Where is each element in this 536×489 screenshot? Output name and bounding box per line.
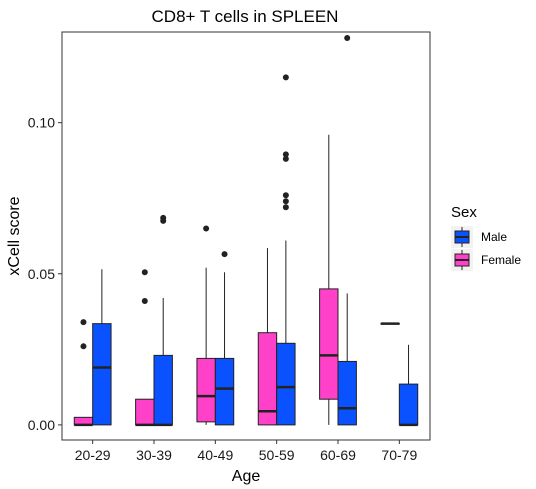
outlier-point <box>160 214 167 221</box>
x-tick-label: 40-49 <box>197 447 233 463</box>
outlier-point <box>80 343 87 350</box>
box-female-70-79 <box>380 322 400 325</box>
outlier-point <box>282 198 289 205</box>
box-female-30-39 <box>135 269 155 427</box>
chart-title: CD8+ T cells in SPLEEN <box>152 7 339 26</box>
y-axis: 0.00 0.05 0.10 <box>28 115 62 433</box>
outlier-point <box>141 297 148 304</box>
outlier-point <box>203 225 210 232</box>
outlier-point <box>282 155 289 162</box>
box-series <box>73 35 419 427</box>
box-female-60-69 <box>319 134 339 425</box>
box-body <box>337 360 357 426</box>
y-tick-label: 0.10 <box>28 115 55 131</box>
box-female-50-59 <box>257 248 278 426</box>
box-body <box>319 288 339 400</box>
box-male-20-29 <box>92 269 112 426</box>
outlier-point <box>141 269 148 276</box>
x-tick-label: 50-59 <box>259 447 295 463</box>
x-axis-title: Age <box>232 468 261 485</box>
outlier-point <box>221 251 228 258</box>
box-body <box>398 383 419 426</box>
box-body <box>135 398 155 426</box>
box-male-40-49 <box>214 251 235 426</box>
x-tick-label: 20-29 <box>75 447 111 463</box>
x-axis: 20-29 30-39 40-49 50-59 60-69 70-79 <box>75 440 417 463</box>
legend-label-female: Female <box>481 253 521 267</box>
legend-label-male: Male <box>481 230 507 244</box>
plot-panel <box>61 31 431 441</box>
box-body <box>214 357 235 426</box>
box-body <box>92 323 112 426</box>
outlier-point <box>344 35 351 42</box>
x-tick-label: 70-79 <box>381 447 417 463</box>
legend: Sex Male Female <box>451 204 521 271</box>
y-axis-title: xCell score <box>6 196 23 275</box>
x-tick-label: 30-39 <box>136 447 172 463</box>
box-male-50-59 <box>276 74 296 426</box>
box-body <box>276 342 296 426</box>
outlier-point <box>282 204 289 211</box>
outlier-point <box>282 151 289 158</box>
box-male-60-69 <box>337 35 357 426</box>
y-tick-label: 0.00 <box>28 417 55 433</box>
legend-title: Sex <box>451 204 477 221</box>
box-male-70-79 <box>398 344 419 427</box>
y-tick-label: 0.05 <box>28 266 55 282</box>
outlier-point <box>80 319 87 326</box>
x-tick-label: 60-69 <box>320 447 356 463</box>
box-male-30-39 <box>153 214 173 427</box>
outlier-point <box>282 192 289 199</box>
outlier-point <box>282 74 289 81</box>
box-body <box>153 354 173 426</box>
box-female-40-49 <box>196 225 216 425</box>
box-body <box>196 357 216 423</box>
